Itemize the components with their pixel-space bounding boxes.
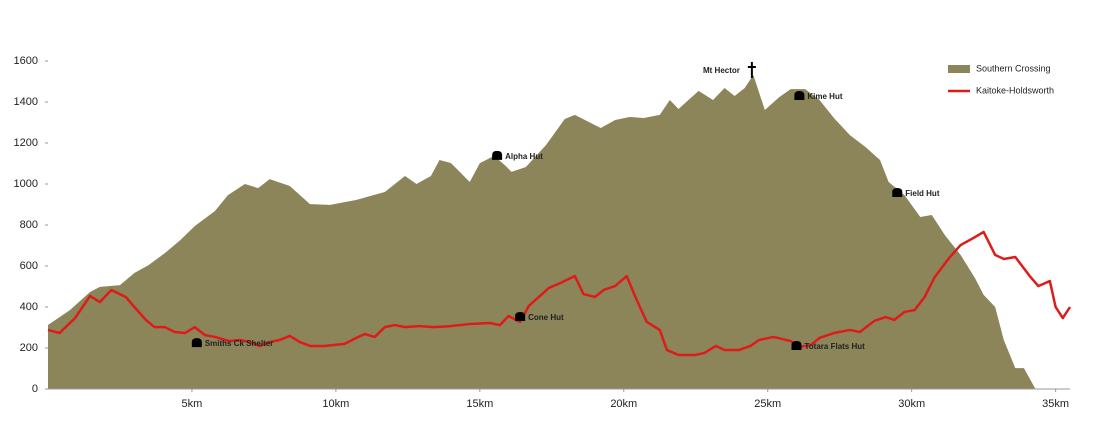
x-tick-label: 25km xyxy=(754,398,781,410)
y-tick-label: 400 xyxy=(20,301,38,313)
y-tick-label: 1000 xyxy=(14,178,38,190)
hut-marker xyxy=(794,91,805,101)
legend-swatch xyxy=(948,65,970,73)
peak-marker xyxy=(747,62,756,79)
annotation-label: Mt Hector xyxy=(703,66,740,75)
annotation-label: Totara Flats Hut xyxy=(805,342,866,351)
hut-marker xyxy=(492,150,503,160)
y-tick-label: 800 xyxy=(20,219,38,231)
y-tick-label: 1600 xyxy=(14,55,38,67)
x-tick-label: 10km xyxy=(322,398,349,410)
hut-marker xyxy=(191,338,202,348)
legend-label: Kaitoke-Holdsworth xyxy=(976,85,1054,95)
hut-marker xyxy=(791,340,802,350)
x-tick-label: 5km xyxy=(182,398,203,410)
hut-marker xyxy=(515,312,526,322)
annotation-label: Smiths Ck Shelter xyxy=(205,339,273,348)
x-tick-label: 30km xyxy=(898,398,925,410)
y-tick-label: 0 xyxy=(32,383,38,395)
annotation-label: Kime Hut xyxy=(807,92,842,101)
y-tick-label: 1400 xyxy=(14,96,38,108)
annotation-label: Cone Hut xyxy=(528,313,564,322)
x-tick-label: 35km xyxy=(1042,398,1069,410)
hut-marker xyxy=(892,188,903,198)
x-tick-label: 20km xyxy=(610,398,637,410)
y-tick-label: 200 xyxy=(20,342,38,354)
annotation-label: Alpha Hut xyxy=(505,152,543,161)
y-tick-label: 600 xyxy=(20,260,38,272)
annotation-label: Field Hut xyxy=(905,189,940,198)
x-tick-label: 15km xyxy=(466,398,493,410)
y-tick-label: 1200 xyxy=(14,137,38,149)
line xyxy=(47,230,1072,357)
area xyxy=(48,74,1036,389)
legend-label: Southern Crossing xyxy=(976,63,1051,73)
